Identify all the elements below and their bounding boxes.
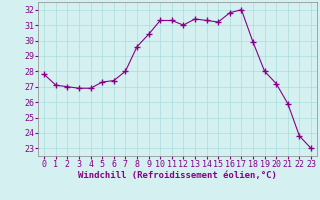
X-axis label: Windchill (Refroidissement éolien,°C): Windchill (Refroidissement éolien,°C)	[78, 171, 277, 180]
